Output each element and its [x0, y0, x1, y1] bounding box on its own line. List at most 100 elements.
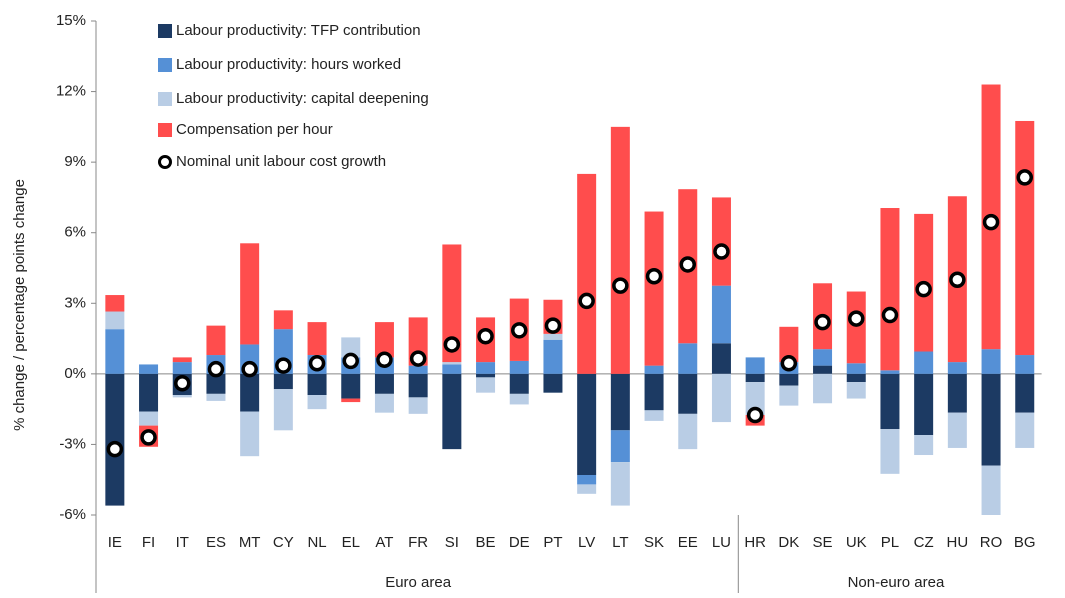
ulc-marker: [241, 360, 258, 378]
x-tick-label: MT: [239, 534, 261, 551]
y-tick-label: 12%: [56, 83, 86, 100]
bar-segment: [476, 362, 496, 374]
ulc-marker: [443, 336, 461, 353]
x-tick-label: SK: [644, 534, 664, 551]
legend-swatch: [158, 92, 172, 106]
bar-segment: [610, 373, 630, 431]
bar-segment: [610, 126, 630, 374]
ulc-marker: [1016, 169, 1033, 186]
bar-segment: [105, 329, 125, 374]
bar-segment: [880, 429, 900, 474]
bar-segment: [610, 462, 630, 506]
legend-label: Labour productivity: hours worked: [176, 56, 401, 73]
bar-segment: [139, 411, 159, 426]
bar-segment: [509, 360, 529, 374]
ulc-marker: [544, 317, 562, 334]
bar-segment: [273, 389, 293, 431]
bar-segment: [577, 373, 597, 476]
bar-segment: [273, 373, 293, 390]
bar-segment: [1015, 355, 1035, 374]
bar-segment: [341, 373, 361, 399]
legend-label: Labour productivity: TFP contribution: [176, 22, 421, 39]
bar-segment: [139, 373, 159, 412]
bar-segment: [408, 365, 428, 374]
bar-segment: [476, 377, 496, 393]
bar-segment: [1015, 373, 1035, 413]
ulc-marker: [477, 327, 494, 345]
bar-segment: [1015, 412, 1035, 448]
bar-segment: [846, 291, 866, 364]
x-tick-label: PL: [881, 534, 899, 551]
ulc-marker: [848, 310, 865, 327]
bar-segment: [711, 343, 731, 374]
bar-segment: [408, 397, 428, 414]
bar-segment: [846, 363, 866, 374]
x-tick-label: HR: [744, 534, 766, 551]
x-tick-label: IE: [108, 534, 122, 551]
x-tick-label: AT: [375, 534, 393, 551]
bar-segment: [240, 411, 260, 457]
legend-label: Compensation per hour: [176, 121, 333, 138]
bar-segment: [509, 373, 529, 394]
bar-segment: [273, 310, 293, 330]
ulc-marker: [511, 322, 528, 339]
bar-segment: [981, 465, 1001, 515]
bar-segment: [105, 295, 125, 312]
y-tick-label: 6%: [64, 224, 86, 241]
bar-segment: [914, 435, 934, 456]
y-tick-label: 15%: [56, 12, 86, 29]
bar-segment: [307, 373, 327, 396]
bar-segment: [341, 398, 361, 403]
legend-marker: [158, 155, 172, 169]
y-tick-label: -6%: [59, 506, 86, 523]
bar-segment: [745, 373, 765, 383]
bar-segment: [779, 326, 799, 363]
ulc-marker: [207, 360, 225, 378]
ulc-marker: [612, 277, 629, 294]
ulc-marker: [915, 280, 932, 298]
y-axis-title: % change / percentage points change: [11, 179, 28, 431]
bar-segment: [813, 373, 833, 404]
bar-segment: [914, 351, 934, 374]
bar-segment: [543, 373, 563, 393]
bar-segment: [442, 244, 462, 363]
x-tick-label: EL: [342, 534, 360, 551]
ulc-marker: [746, 406, 764, 424]
bar-segment: [476, 373, 496, 378]
bar-segment: [711, 285, 731, 344]
x-tick-label: CY: [273, 534, 294, 551]
bar-segment: [678, 413, 698, 450]
x-tick-label: DK: [778, 534, 799, 551]
bar-segment: [442, 364, 462, 374]
bar-segment: [172, 362, 192, 374]
ulc-marker: [881, 306, 899, 324]
x-tick-label: LU: [712, 534, 731, 551]
bar-segment: [307, 395, 327, 410]
bar-segment: [711, 373, 731, 423]
ulc-marker: [409, 350, 427, 367]
group-label: Euro area: [385, 574, 452, 591]
bar-segment: [880, 208, 900, 371]
bar-segment: [105, 311, 125, 330]
bar-segment: [610, 430, 630, 463]
x-tick-label: NL: [307, 534, 326, 551]
bar-segment: [240, 373, 260, 412]
bar-segment: [981, 373, 1001, 466]
legend-swatch: [158, 24, 172, 38]
bar-segment: [914, 373, 934, 436]
x-tick-label: EE: [678, 534, 698, 551]
x-tick-label: LT: [612, 534, 628, 551]
ulc-marker: [982, 213, 1000, 231]
bar-segment: [779, 373, 799, 386]
x-tick-label: BG: [1014, 534, 1036, 551]
x-tick-label: DE: [509, 534, 530, 551]
bar-segment: [172, 395, 192, 398]
x-tick-label: RO: [980, 534, 1003, 551]
ulc-marker: [645, 267, 663, 285]
bar-segment: [206, 393, 226, 401]
x-tick-label: HU: [947, 534, 969, 551]
ulc-marker: [814, 313, 831, 331]
x-tick-label: ES: [206, 534, 226, 551]
bar-segment: [1015, 120, 1035, 356]
